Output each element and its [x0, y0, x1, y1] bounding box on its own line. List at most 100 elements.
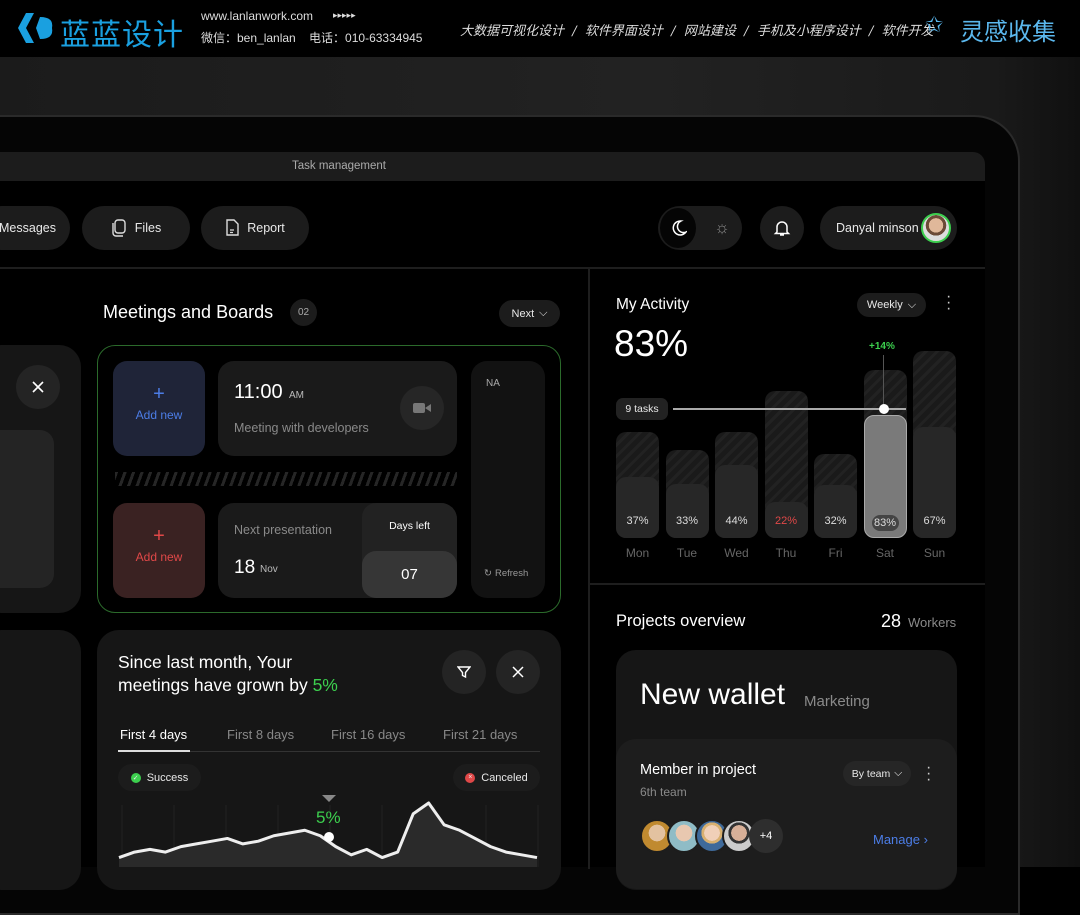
user-name: Danyal minson	[836, 221, 919, 235]
members-title: Member in project	[640, 762, 757, 778]
filter-icon[interactable]	[442, 650, 486, 694]
bar-wed[interactable]	[715, 465, 758, 538]
tab-first-8-days[interactable]: First 8 days	[227, 727, 295, 742]
bar-fri[interactable]	[814, 485, 857, 538]
moon-icon[interactable]	[660, 208, 696, 248]
tab-first-4-days[interactable]: First 4 days	[120, 727, 188, 742]
manage-link[interactable]: Manage ›	[873, 832, 928, 847]
manage-label: Manage	[873, 832, 920, 847]
contact-info: 微信：ben_lanlan 电话：010-63334945	[201, 31, 423, 45]
by-team-label: By team	[851, 767, 891, 780]
messages-button[interactable]: Messages	[0, 206, 70, 250]
chevron-down-icon: ⌵	[894, 767, 903, 779]
activity-title: My Activity	[616, 296, 690, 313]
next-presentation-label: Next presentation	[234, 523, 332, 537]
by-team-dropdown[interactable]: By team ⌵	[843, 761, 911, 786]
na-label: NA	[486, 378, 500, 389]
day-label: Sat	[875, 546, 894, 560]
bar-value-label: 83%	[871, 515, 899, 531]
active-tab-indicator	[118, 750, 190, 752]
tab-first-16-days[interactable]: First 16 days	[331, 727, 406, 742]
growth-marker-dot[interactable]	[324, 832, 334, 842]
more-members-badge[interactable]: +4	[749, 819, 783, 853]
growth-pct: 5%	[312, 675, 338, 695]
more-vertical-icon[interactable]: · · ·	[946, 288, 952, 317]
close-icon[interactable]	[496, 650, 540, 694]
user-menu[interactable]: Danyal minson	[820, 206, 957, 250]
canceled-legend[interactable]: × Canceled	[453, 764, 540, 791]
star-icon: ✩	[925, 12, 944, 37]
growth-line-2: meetings have grown by	[118, 675, 313, 695]
activity-value: 83%	[614, 323, 689, 364]
bar-value-label: 44%	[725, 515, 748, 527]
member-avatar[interactable]	[695, 819, 729, 853]
divider	[588, 269, 590, 869]
presentation-day: 18	[234, 557, 256, 578]
bar-mon[interactable]	[616, 476, 659, 538]
report-button[interactable]: Report	[201, 206, 309, 250]
workers-count: 28	[881, 611, 902, 631]
add-new-presentation-button[interactable]: + Add new	[113, 503, 205, 598]
tab-first-21-days[interactable]: First 21 days	[443, 727, 518, 742]
next-dropdown[interactable]: Next ⌵	[499, 300, 560, 327]
refresh-button[interactable]: ↻ Refresh	[484, 568, 528, 579]
bar-value-label: 33%	[675, 515, 699, 527]
arrows: ▸▸▸▸▸	[333, 10, 356, 20]
chevron-down-icon: ⌵	[539, 307, 548, 319]
presentation-month: Nov	[260, 564, 278, 575]
project-tag: Marketing	[804, 693, 870, 710]
growth-headline: Since last month, Your meetings have gro…	[118, 651, 338, 697]
files-label: Files	[134, 221, 162, 235]
files-button[interactable]: Files	[82, 206, 190, 250]
refresh-icon: ↻	[484, 568, 492, 579]
more-vertical-icon[interactable]: · · ·	[926, 759, 932, 788]
days-left-value[interactable]: 07	[362, 551, 457, 598]
add-new-label: Add new	[135, 408, 183, 422]
window-titlebar: Task management	[0, 152, 985, 181]
services: 大数据可视化设计 / 软件界面设计 / 网站建设 / 手机及小程序设计 / 软件…	[460, 24, 934, 39]
plus-icon: +	[153, 525, 165, 547]
website-url: www.lanlanwork.com	[201, 9, 314, 23]
days-left-panel: Days left 07	[362, 503, 457, 598]
marker-triangle-icon	[322, 795, 336, 802]
bar-thu[interactable]	[764, 501, 808, 538]
tasks-line	[673, 408, 906, 410]
lanlan-logo-icon	[18, 13, 53, 43]
meetings-board	[97, 345, 561, 613]
video-camera-icon[interactable]	[400, 386, 444, 430]
bell-icon[interactable]	[760, 206, 804, 250]
side-card	[0, 345, 81, 613]
delta-line	[883, 355, 884, 409]
sun-icon[interactable]: ☼	[714, 218, 730, 237]
period-dropdown[interactable]: Weekly ⌵	[857, 293, 926, 317]
files-icon	[112, 219, 126, 237]
success-legend[interactable]: ✓ Success	[118, 764, 201, 791]
avatar[interactable]	[921, 213, 951, 243]
day-label: Fri	[828, 546, 843, 560]
banner: 蓝蓝设计 www.lanlanwork.com ▸▸▸▸▸ 微信：ben_lan…	[0, 0, 1080, 57]
side-card-panel	[0, 430, 54, 588]
member-avatar[interactable]	[667, 819, 701, 853]
day-label: Thu	[775, 546, 797, 560]
success-label: Success	[146, 771, 189, 784]
theme-toggle[interactable]: ☼	[658, 206, 742, 250]
refresh-label: Refresh	[494, 568, 529, 579]
meeting-time: 11:00	[234, 381, 283, 403]
bar-sun[interactable]	[913, 427, 956, 538]
logo-text: 蓝蓝设计	[60, 19, 184, 52]
period-label: Weekly	[866, 299, 903, 311]
meeting-card[interactable]: 11:00 AM Meeting with developers	[218, 361, 457, 456]
tasks-dot[interactable]	[879, 404, 889, 414]
meeting-desc: Meeting with developers	[234, 421, 369, 435]
window-title: Task management	[292, 160, 386, 172]
members-card: Member in project 6th team By team ⌵ · · · …	[616, 739, 957, 889]
bar-value-label: 22%	[774, 515, 798, 527]
day-label: Tue	[676, 546, 698, 560]
timeline-stripes	[115, 472, 457, 486]
presentation-card[interactable]: Next presentation 18 Nov Days left 07	[218, 503, 457, 598]
add-new-meeting-button[interactable]: + Add new	[113, 361, 205, 456]
growth-chart	[118, 801, 539, 867]
bar-tue[interactable]	[665, 483, 709, 538]
bar-value-label: 37%	[626, 515, 649, 527]
close-icon[interactable]	[16, 365, 60, 409]
